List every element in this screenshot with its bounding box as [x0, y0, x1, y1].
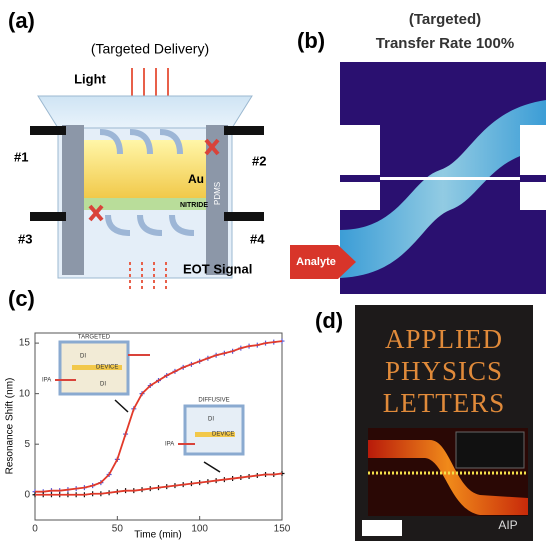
panel-b: (b) (Targeted) Transfer Rate 100% Analyt… — [290, 11, 546, 294]
notch — [340, 125, 380, 175]
port-bar — [224, 126, 264, 135]
inset-label: IPA — [165, 442, 174, 448]
inset-label: DI — [208, 417, 214, 423]
y-tick-label: 5 — [24, 439, 30, 450]
panel-subtitle: Transfer Rate 100% — [376, 35, 514, 52]
port-bar — [30, 126, 66, 135]
port-label: #3 — [18, 231, 32, 246]
device-top — [38, 96, 252, 128]
port-label: #1 — [14, 149, 28, 164]
notch — [520, 182, 546, 210]
figure: (a) (Targeted Delivery) Light #1 #2 #3 #… — [0, 0, 546, 543]
inset-label: IPA — [42, 378, 51, 384]
nitride-label: NITRIDE — [180, 202, 208, 209]
panel-title: (Targeted Delivery) — [91, 41, 209, 57]
pdms-label: PDMS — [213, 182, 222, 205]
panel-c: (c) Time (min) Resonance Shift (nm) TARG… — [5, 286, 291, 541]
port-label: #4 — [250, 231, 265, 246]
notch — [340, 182, 380, 210]
signal-label: EOT Signal — [183, 261, 252, 276]
inset: DIFFUSIVE DI DEVICE IPA — [165, 398, 243, 472]
panel-letter: (b) — [297, 28, 325, 53]
x-tick-label: 0 — [32, 524, 38, 535]
membrane — [380, 177, 520, 180]
notch — [520, 125, 546, 175]
y-tick-label: 0 — [24, 489, 30, 500]
inset-title: DIFFUSIVE — [198, 398, 229, 404]
fit-line — [35, 474, 282, 495]
au-label: Au — [188, 172, 204, 186]
y-axis-label: Resonance Shift (nm) — [5, 378, 16, 475]
panel-letter: (a) — [8, 8, 35, 33]
panel-letter: (c) — [8, 286, 35, 311]
x-tick-label: 150 — [274, 524, 291, 535]
x-tick-label: 100 — [191, 524, 208, 535]
inset-title: TARGETED — [78, 335, 111, 341]
light-arrows — [132, 68, 168, 96]
port-bar — [224, 212, 264, 221]
light-label: Light — [74, 71, 106, 86]
barcode — [362, 520, 402, 536]
publisher: AIP — [498, 518, 517, 532]
port-label: #2 — [252, 153, 266, 168]
inset-label: DEVICE — [96, 365, 118, 371]
au-layer — [84, 140, 206, 198]
cover-title: PHYSICS — [385, 356, 503, 386]
port-bar — [30, 212, 66, 221]
y-tick-label: 15 — [19, 338, 31, 349]
cover-title: APPLIED — [385, 324, 503, 354]
analyte-label: Analyte — [296, 256, 336, 268]
pointer — [204, 462, 220, 472]
panel-title: (Targeted) — [409, 11, 481, 28]
cover-inset — [456, 432, 524, 468]
inset-label: DI — [100, 382, 106, 388]
inset-label: DI — [80, 354, 86, 360]
x-tick-label: 50 — [112, 524, 124, 535]
y-tick-label: 10 — [19, 388, 31, 399]
cover-title: LETTERS — [383, 388, 506, 418]
inset-box — [185, 406, 243, 454]
panel-letter: (d) — [315, 308, 343, 333]
x-axis-label: Time (min) — [134, 530, 181, 541]
inset-label: DEVICE — [212, 432, 234, 438]
panel-d: (d) APPLIED PHYSICS LETTERS AIP — [315, 305, 533, 541]
pdms-pillar — [62, 125, 84, 275]
pointer — [115, 400, 128, 412]
panel-a: (a) (Targeted Delivery) Light #1 #2 #3 #… — [8, 8, 266, 290]
inset: TARGETED DI DEVICE IPA DI — [42, 335, 150, 412]
